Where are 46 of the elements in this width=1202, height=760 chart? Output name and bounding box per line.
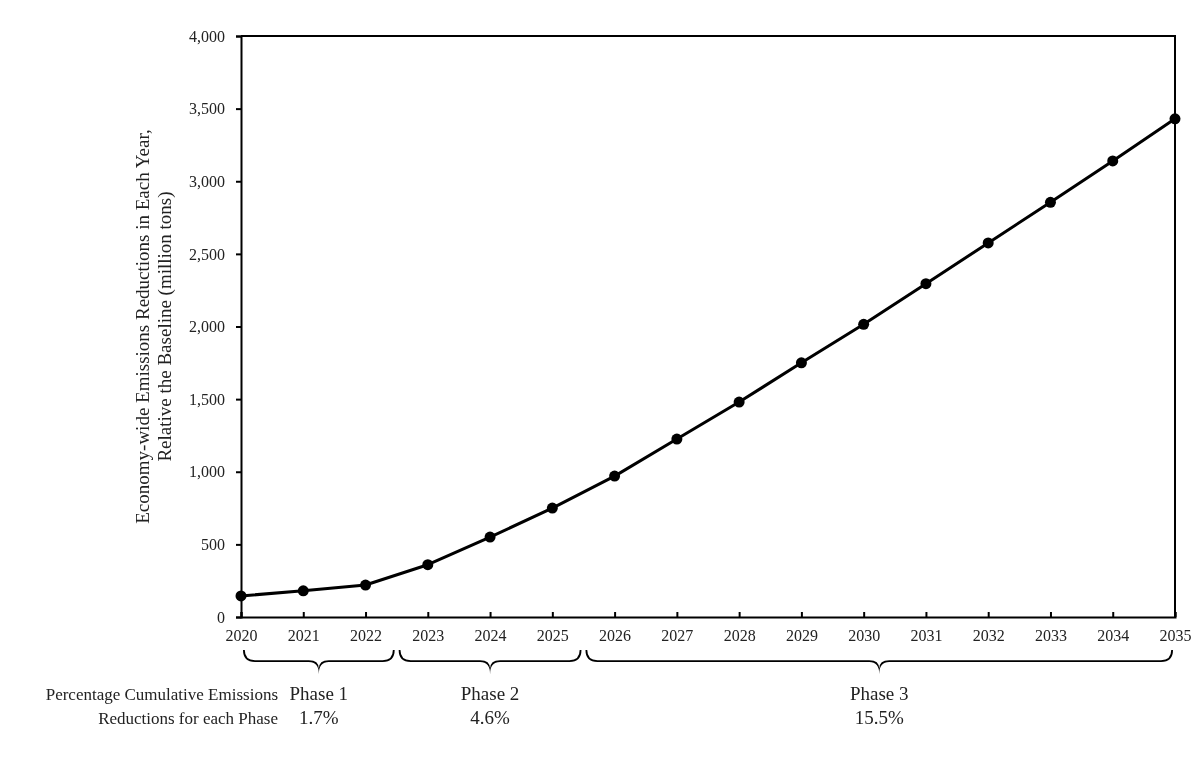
x-tick-label: 2028 bbox=[723, 626, 756, 644]
point bbox=[1107, 155, 1119, 167]
y-tick-label: 4,000 bbox=[189, 27, 225, 45]
y-tick-label: 3,500 bbox=[189, 100, 225, 118]
x-tick-label: 2030 bbox=[848, 626, 881, 644]
point bbox=[1044, 196, 1056, 208]
text: Phase 2 4.6% bbox=[460, 683, 520, 728]
point bbox=[546, 502, 558, 514]
y-tick-label: 3,000 bbox=[189, 172, 225, 190]
y-tick-label: 2,000 bbox=[189, 318, 225, 336]
x-tick-label: 2027 bbox=[661, 626, 694, 644]
x-tick-label: 2033 bbox=[1034, 626, 1067, 644]
point bbox=[982, 237, 994, 249]
x-tick-label: 2022 bbox=[350, 626, 383, 644]
y-tick-label: 1,000 bbox=[189, 463, 225, 481]
point bbox=[858, 318, 870, 330]
x-tick-label: 2020 bbox=[225, 626, 258, 644]
text: Phase 1 1.7% bbox=[289, 683, 349, 728]
x-tick-label: 2024 bbox=[474, 626, 507, 644]
x-tick-label: 2034 bbox=[1097, 626, 1130, 644]
x-tick-label: 2021 bbox=[287, 626, 320, 644]
point bbox=[297, 585, 309, 597]
x-tick-label: 2032 bbox=[972, 626, 1005, 644]
y-tick-label: 0 bbox=[217, 608, 225, 626]
x-tick-label: 2023 bbox=[412, 626, 445, 644]
y-tick-label: 1,500 bbox=[189, 390, 225, 408]
x-tick-label: 2025 bbox=[536, 626, 569, 644]
point bbox=[795, 357, 807, 369]
x-tick-label: 2029 bbox=[785, 626, 818, 644]
x-tick-label: 2035 bbox=[1159, 626, 1192, 644]
y-axis-title: Economy-wide Emissions Reductions in Each Year, Relative the Baseline (million tons) bbox=[132, 129, 176, 524]
point bbox=[1169, 113, 1181, 125]
point bbox=[235, 590, 247, 602]
point bbox=[360, 579, 372, 591]
point bbox=[484, 531, 496, 543]
text: Percentage Cumulative Emissions Reductions for each Phase bbox=[45, 685, 278, 728]
point bbox=[920, 278, 932, 290]
y-tick-label: 2,500 bbox=[189, 245, 225, 263]
x-tick-label: 2026 bbox=[599, 626, 632, 644]
point bbox=[609, 470, 621, 482]
x-tick-label: 2031 bbox=[910, 626, 943, 644]
y-tick-label: 500 bbox=[201, 535, 225, 553]
point bbox=[422, 559, 434, 571]
point bbox=[733, 396, 745, 408]
point bbox=[671, 433, 683, 445]
text: Phase 3 15.5% bbox=[849, 683, 909, 728]
